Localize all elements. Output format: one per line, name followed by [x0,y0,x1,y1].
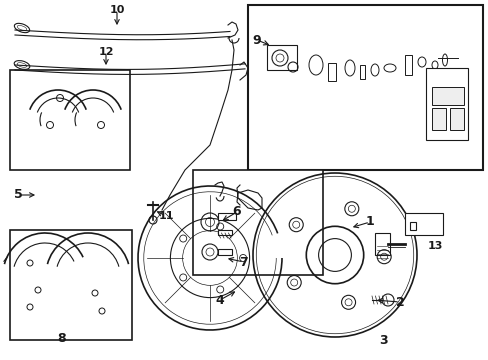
Bar [218,213,236,220]
Bar [10,230,132,340]
Bar [425,68,467,140]
Bar [327,63,335,81]
Bar [193,170,323,275]
Bar [374,233,389,255]
Bar [404,213,442,235]
Bar [431,108,445,130]
Text: 1: 1 [365,216,374,229]
Bar [10,70,130,170]
Bar [266,45,296,70]
Text: 8: 8 [58,332,66,345]
Text: 2: 2 [395,296,404,309]
Text: 11: 11 [158,211,173,221]
Bar [404,55,411,75]
Bar [449,108,463,130]
Text: 5: 5 [14,189,22,202]
Text: 9: 9 [252,33,261,46]
Text: 6: 6 [232,206,241,219]
Bar [218,249,231,255]
Text: 13: 13 [427,241,442,251]
Bar [359,65,364,79]
Bar [431,87,463,105]
Text: 12: 12 [98,47,114,57]
Text: 10: 10 [109,5,124,15]
Bar [218,230,231,235]
Bar [409,222,415,230]
Text: 7: 7 [239,256,248,269]
Text: 4: 4 [215,293,224,306]
Bar [247,5,482,170]
Text: 3: 3 [378,333,386,346]
